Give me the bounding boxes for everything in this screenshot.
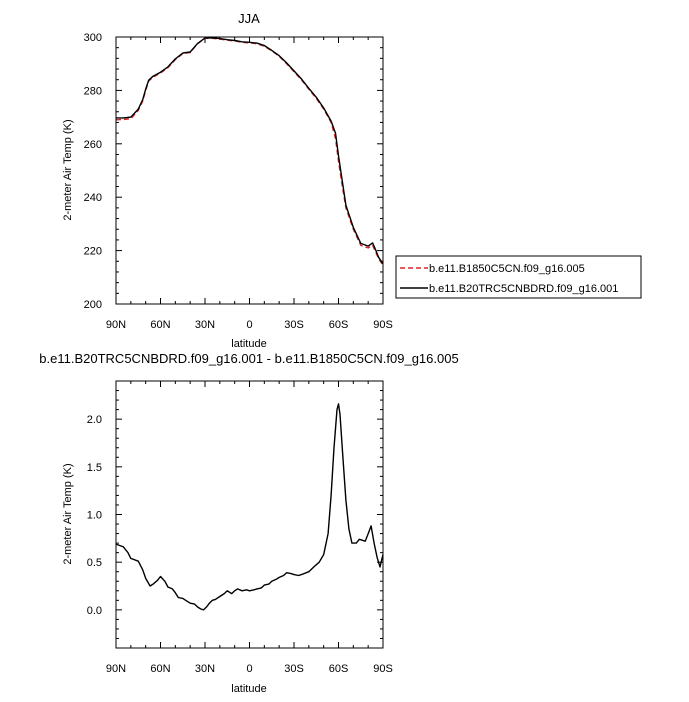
- bottom-x-tick-label: 90S: [373, 663, 393, 675]
- bottom-y-tick-label: 1.5: [87, 462, 102, 474]
- legend: b.e11.B1850C5CN.f09_g16.005 b.e11.B20TRC…: [395, 255, 642, 299]
- top-axis-ticks: [115, 36, 384, 305]
- top-x-tick-label: 30S: [284, 319, 304, 331]
- bottom-panel: b.e11.B20TRC5CNBDRD.f09_g16.001 - b.e11.…: [39, 351, 458, 695]
- legend-label-series-1: b.e11.B1850C5CN.f09_g16.005: [429, 263, 585, 275]
- bottom-chart-title: b.e11.B20TRC5CNBDRD.f09_g16.001 - b.e11.…: [39, 351, 458, 366]
- top-x-tick-label: 60N: [150, 319, 170, 331]
- top-x-tick-label: 60S: [329, 319, 349, 331]
- legend-label-series-2: b.e11.B20TRC5CNBDRD.f09_g16.001: [429, 283, 618, 295]
- legend-box: [395, 255, 642, 299]
- top-x-axis-label: latitude: [231, 338, 266, 350]
- bottom-y-tick-label: 1.0: [87, 510, 102, 522]
- bottom-x-tick-label: 60N: [150, 663, 170, 675]
- bottom-y-tick-label: 0.0: [87, 605, 102, 617]
- top-y-tick-label: 200: [84, 299, 102, 311]
- top-panel: JJA 90N 60N 30N 0 30S 60S 90S 200 220 240 260 280 30…: [62, 11, 642, 350]
- top-y-tick-label: 300: [84, 32, 102, 44]
- top-series-group: [115, 37, 384, 266]
- top-y-axis-label: 2-meter Air Temp (K): [62, 119, 74, 220]
- bottom-x-tick-label: 90N: [106, 663, 126, 675]
- top-x-tick-label: 30N: [195, 319, 215, 331]
- bottom-x-tick-label: 60S: [329, 663, 349, 675]
- top-x-tick-label: 90S: [373, 319, 393, 331]
- bottom-plot-frame: [115, 380, 384, 649]
- top-plot-frame: [115, 36, 384, 305]
- top-tick-labels: 90N 60N 30N 0 30S 60S 90S 200 220 240 260 280 300: [84, 32, 393, 331]
- bottom-axis-ticks: [115, 380, 384, 649]
- top-chart-title: JJA: [238, 11, 260, 26]
- top-y-tick-label: 240: [84, 192, 102, 204]
- top-x-tick-label: 90N: [106, 319, 126, 331]
- bottom-x-tick-label: 30S: [284, 663, 304, 675]
- bottom-y-axis-label: 2-meter Air Temp (K): [62, 463, 74, 564]
- top-y-tick-label: 260: [84, 139, 102, 151]
- bottom-y-tick-label: 0.5: [87, 557, 102, 569]
- bottom-series-line-1: [115, 403, 384, 611]
- top-series-line-1: [115, 37, 384, 266]
- bottom-series-group: [115, 403, 384, 611]
- bottom-x-tick-label: 30N: [195, 663, 215, 675]
- top-y-tick-label: 280: [84, 85, 102, 97]
- bottom-tick-labels: 90N 60N 30N 0 30S 60S 90S 0.0 0.5 1.0 1.5 2.0: [87, 414, 393, 675]
- bottom-y-tick-label: 2.0: [87, 414, 102, 426]
- top-series-line-2: [116, 37, 384, 265]
- bottom-x-axis-label: latitude: [231, 683, 266, 695]
- top-x-tick-label: 0: [246, 319, 252, 331]
- bottom-x-tick-label: 0: [246, 663, 252, 675]
- top-y-tick-label: 220: [84, 246, 102, 258]
